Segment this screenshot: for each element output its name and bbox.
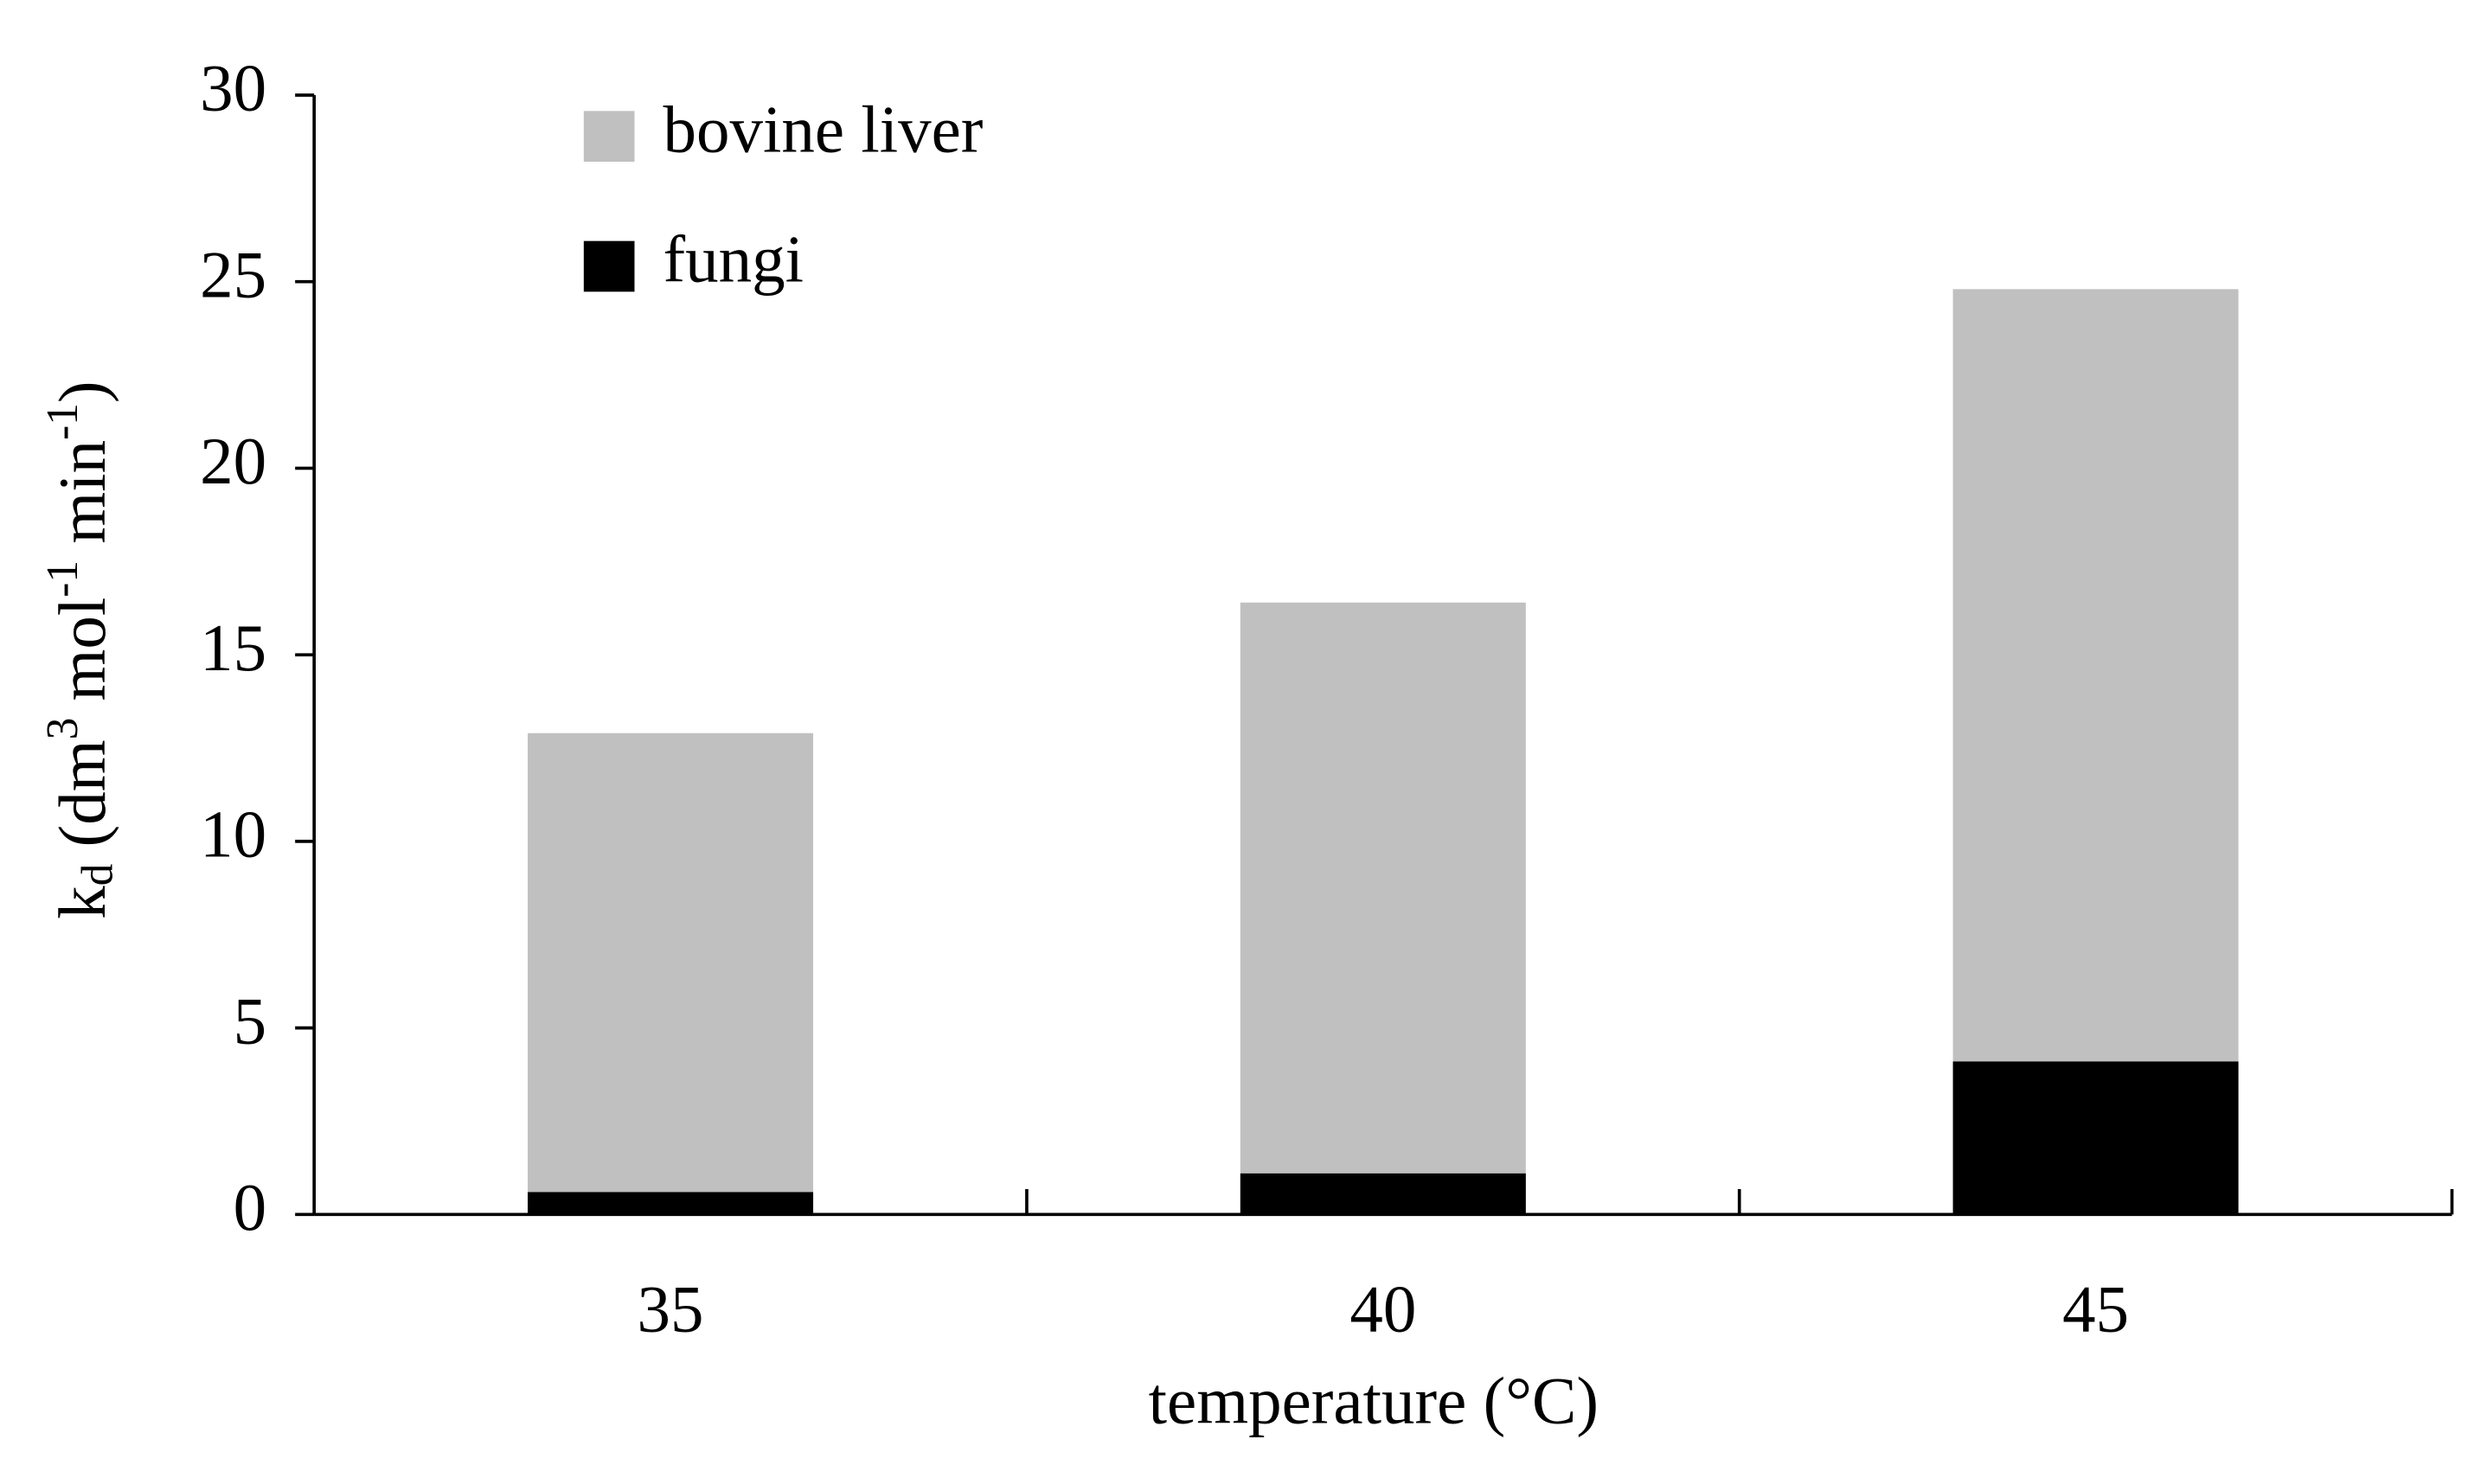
bar: [528, 732, 814, 1215]
x-axis-title: temperature (°C): [1149, 1364, 1599, 1438]
x-tick-label: 35: [638, 1271, 704, 1346]
y-title-part: -1: [38, 403, 87, 440]
y-tick-label: 30: [200, 51, 266, 125]
y-title-part: 3: [38, 718, 87, 740]
y-title-part: d: [73, 863, 122, 886]
bar: [1952, 289, 2239, 1215]
y-title-part: -1: [38, 560, 87, 598]
y-tick-label: 20: [200, 424, 266, 498]
legend-label: bovine liver: [663, 92, 984, 166]
legend-swatch: [583, 111, 635, 162]
bar: [1952, 1061, 2239, 1215]
x-tick-label: 45: [2062, 1271, 2129, 1346]
y-axis-title: kd (dm3 mol-1 min-1): [38, 381, 122, 918]
bar: [1240, 602, 1526, 1215]
y-title-part: min: [45, 440, 119, 560]
y-title-part: (dm: [45, 739, 119, 863]
y-tick-label: 15: [200, 611, 266, 685]
bar: [528, 1192, 814, 1215]
y-tick-label: 0: [234, 1170, 267, 1244]
y-title-part: k: [45, 886, 119, 919]
x-tick-label: 40: [1349, 1271, 1416, 1346]
bar: [1240, 1173, 1526, 1215]
y-tick-label: 10: [200, 797, 266, 872]
y-title-part: ): [45, 381, 119, 403]
legend-swatch: [583, 240, 635, 292]
y-tick-label: 5: [234, 983, 267, 1058]
x-axis-title-text: temperature (°C): [1149, 1364, 1599, 1438]
legend-label: fungi: [663, 222, 804, 297]
y-title-part: mol: [45, 598, 119, 718]
y-tick-label: 25: [200, 237, 266, 311]
